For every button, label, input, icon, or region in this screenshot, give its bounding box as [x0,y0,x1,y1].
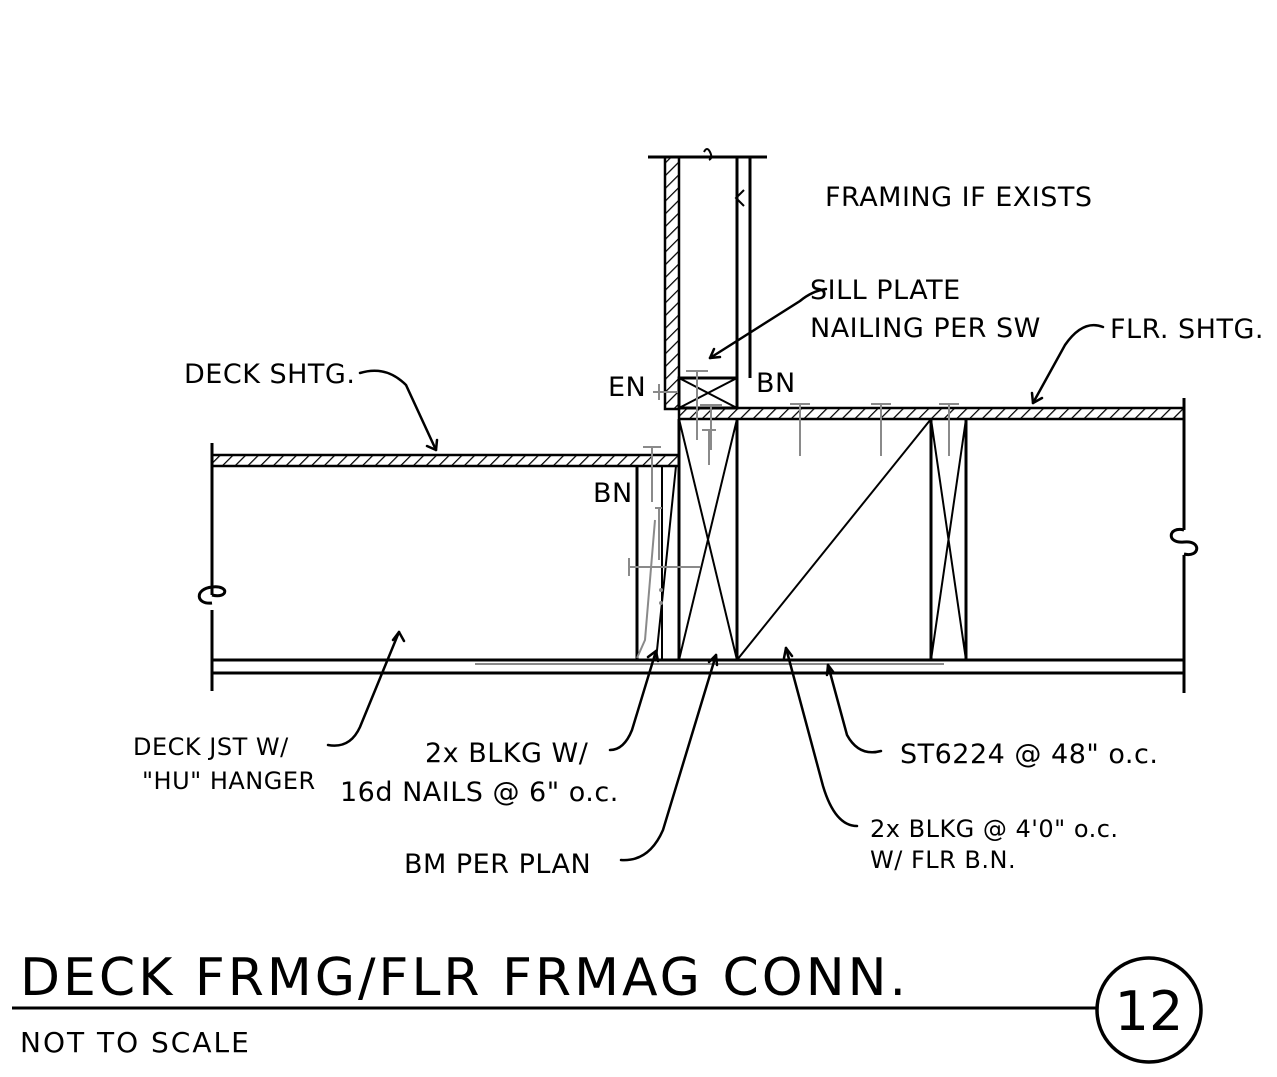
label-flr-bn: W/ FLR B.N. [870,846,1016,874]
leader-lines [326,287,1105,862]
label-deck-shtg: DECK SHTG. [184,359,355,390]
upper-wall [648,148,767,411]
label-hu-hanger: "HU" HANGER [142,767,316,795]
label-bn-upper: BN [756,368,796,399]
label-en: EN [608,372,646,403]
label-nailing-per-sw: NAILING PER SW [810,313,1041,344]
detail-number: 12 [1115,980,1184,1043]
blocking-right [929,418,968,661]
diagonal-brace [736,418,932,661]
label-16d-nails: 16d NAILS @ 6" o.c. [340,777,619,808]
label-2x-blkg: 2x BLKG W/ [425,738,589,769]
label-flr-shtg: FLR. SHTG. [1110,314,1264,345]
nails [628,370,959,659]
break-symbol-left [197,585,227,605]
label-deck-jst: DECK JST W/ [133,733,289,761]
detail-subtitle: NOT TO SCALE [20,1026,251,1059]
floor-sheathing [677,406,1186,421]
label-2x-blkg-48: 2x BLKG @ 4'0" o.c. [870,815,1119,843]
label-st6224: ST6224 @ 48" o.c. [900,739,1158,770]
deck-sheathing [210,453,681,468]
label-bn-lower: BN [593,478,633,509]
break-symbol-right [1169,527,1199,557]
label-bm-per-plan: BM PER PLAN [404,849,591,880]
label-sill-plate: SILL PLATE [810,275,961,306]
label-framing-if-exists: FRAMING IF EXISTS [825,182,1093,213]
detail-number-circle [1095,956,1203,1064]
beam [677,418,739,661]
blocking-left [635,465,677,661]
detail-title: DECK FRMG/FLR FRMAG CONN. [20,948,909,1008]
